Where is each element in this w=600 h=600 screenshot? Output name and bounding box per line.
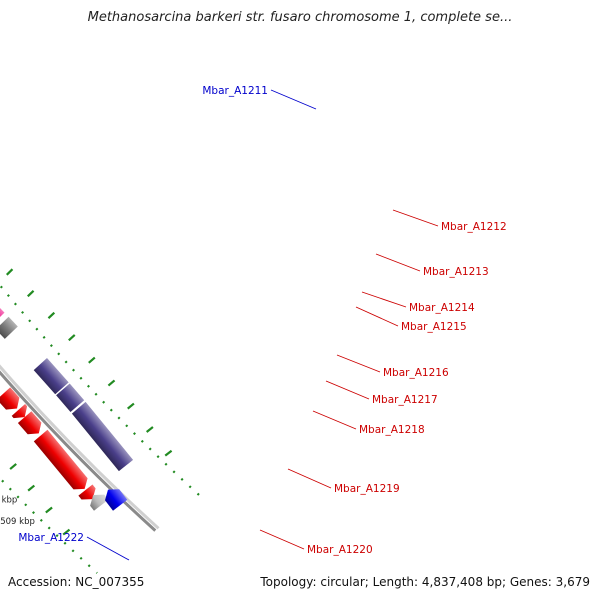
gene-label-mbar-a1222[interactable]: Mbar_A1222	[18, 532, 84, 544]
reverse-gene-a1217[interactable]	[11, 404, 28, 419]
label-leader-line	[312, 410, 357, 430]
label-leader-line	[355, 306, 399, 327]
hypothetical-gene-a1220[interactable]	[71, 401, 134, 472]
tick-marks: 1500 kbp1501 kbp1502 kbp1503 kbp1504 kbp…	[0, 268, 173, 536]
label-leader-line	[325, 380, 370, 400]
label-leader-line	[259, 529, 305, 550]
tick-mark	[27, 290, 35, 298]
tick-mark	[127, 402, 135, 410]
label-leader-line	[270, 89, 317, 110]
gene-label-mbar-a1219[interactable]: Mbar_A1219	[334, 483, 400, 495]
gene-label-mbar-a1215[interactable]: Mbar_A1215	[401, 321, 467, 333]
reverse-gene-a1219[interactable]	[33, 429, 88, 490]
pseudo-gene-a1222[interactable]	[90, 494, 109, 511]
label-leader-line	[336, 354, 381, 373]
tick-mark	[164, 449, 173, 457]
forward-gene[interactable]	[105, 489, 128, 511]
other-gene-a1213[interactable]	[0, 316, 18, 339]
tick-label: 1508 kbp	[0, 496, 17, 506]
sequence-backbone	[0, 370, 157, 532]
tick-rings	[0, 283, 203, 574]
gene-label-mbar-a1216[interactable]: Mbar_A1216	[383, 367, 449, 379]
tick-mark	[62, 528, 71, 536]
hypothetical-gene[interactable]	[33, 358, 69, 395]
label-leader-line	[361, 291, 407, 308]
tick-label: 1509 kbp	[0, 517, 35, 527]
gene-label-mbar-a1213[interactable]: Mbar_A1213	[423, 266, 489, 278]
backbone-shadow	[0, 364, 160, 530]
label-leader-line	[375, 253, 421, 272]
gene-label-mbar-a1211[interactable]: Mbar_A1211	[202, 85, 268, 97]
gene-label-mbar-a1212[interactable]: Mbar_A1212	[441, 221, 507, 233]
label-leader-line	[86, 536, 130, 561]
gene-features	[0, 295, 134, 511]
gene-label-mbar-a1220[interactable]: Mbar_A1220	[307, 544, 373, 556]
gene-label-mbar-a1217[interactable]: Mbar_A1217	[372, 394, 438, 406]
gene-label-mbar-a1218[interactable]: Mbar_A1218	[359, 424, 425, 436]
label-leader-line	[392, 209, 439, 227]
hypothetical-gene[interactable]	[56, 383, 85, 413]
reverse-gene[interactable]	[78, 484, 96, 500]
gene-labels: Mbar_A1211 Mbar_A1212 Mbar_A1213 Mbar_A1214…	[18, 85, 507, 561]
tick-mark	[145, 426, 154, 433]
topology-text: Topology: circular; Length: 4,837,408 bp…	[260, 575, 590, 589]
tick-mark	[68, 334, 76, 342]
rna-gene-a1212[interactable]	[0, 295, 5, 326]
tick-mark	[9, 463, 17, 470]
tick-mark	[5, 268, 14, 276]
gene-label-mbar-a1214[interactable]: Mbar_A1214	[409, 302, 475, 314]
map-title: Methanosarcina barkeri str. fusaro chrom…	[87, 10, 513, 25]
label-leader-line	[287, 468, 332, 489]
tick-mark	[107, 379, 116, 387]
tick-mark	[27, 484, 36, 492]
reverse-gene-a1218[interactable]	[17, 411, 42, 435]
reverse-gene-a1216[interactable]	[0, 387, 20, 410]
tick-mark	[45, 506, 53, 514]
tick-mark	[88, 356, 96, 364]
accession-text: Accession: NC_007355	[8, 575, 145, 589]
tick-mark	[47, 311, 56, 319]
